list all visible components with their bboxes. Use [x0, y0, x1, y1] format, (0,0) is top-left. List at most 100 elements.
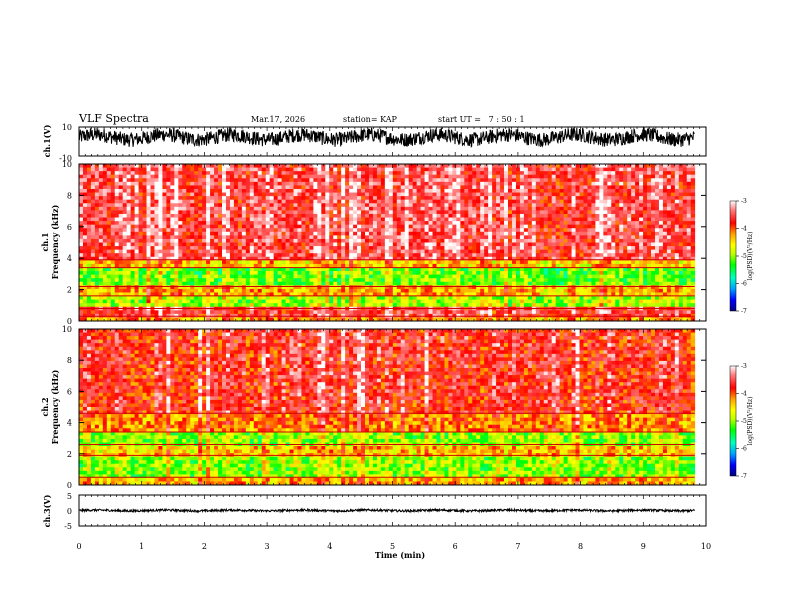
ch1-spectro-cell [261, 206, 267, 211]
ch1-spectro-cell [194, 267, 199, 272]
ch1-spectro-cell [452, 192, 457, 197]
ch1-spectro-cell [245, 260, 251, 265]
ch1-spectro-cell [126, 217, 132, 222]
ch1-spectro-cell [488, 310, 493, 315]
ch1-spectro-cell [277, 192, 282, 197]
ch1-spectro-cell [82, 203, 88, 208]
ch1-spectro-cell [265, 281, 271, 286]
ch1-spectro-cell [229, 285, 235, 290]
ch1-spectro-cell [480, 260, 485, 265]
ch1-spectro-cell [361, 310, 366, 315]
ch1-spectro-cell [440, 235, 445, 240]
ch1-spectro-cell [301, 174, 306, 179]
ch1-spectro-cell [102, 167, 108, 172]
ch1-spectro-cell [206, 178, 211, 183]
ch1-spectro-cell [436, 181, 441, 186]
ch1-spectro-cell [79, 213, 84, 218]
ch1-spectro-cell [245, 281, 251, 286]
ch1-spectro-cell [313, 185, 318, 190]
ch1-spectro-cell [110, 206, 116, 211]
ch1-spectro-cell [162, 299, 167, 304]
ch1-spectro-cell [174, 196, 179, 201]
ch1-spectro-cell [345, 292, 350, 297]
ch1-spectro-cell [206, 249, 211, 254]
ch1-spectro-cell [361, 228, 366, 233]
ch1-spectro-cell [345, 253, 350, 258]
ch1-spectro-cell [325, 242, 330, 247]
ch1-spectro-cell [496, 242, 501, 247]
ch1-spectro-cell [325, 174, 330, 179]
ch1-spectro-cell [515, 288, 521, 293]
ch1-spectro-cell [380, 192, 386, 197]
ch1-spectro-cell [233, 178, 239, 183]
ch1-spectro-cell [253, 246, 259, 251]
ch1-spectro-cell [98, 196, 104, 201]
ch1-spectro-cell [523, 196, 529, 201]
ch1-spectro-cell [519, 278, 525, 283]
ch1-spectro-cell [110, 224, 116, 229]
ch1-spectro-cell [519, 231, 525, 236]
ch1-spectro-cell [357, 253, 362, 258]
ch1-spectro-cell [456, 310, 461, 315]
ch1-spectro-cell [396, 210, 402, 215]
ch1-spectro-cell [416, 260, 422, 265]
ch1-spectro-cell [361, 213, 366, 218]
ch1-spectro-cell [325, 221, 330, 226]
ch1-spectro-cell [281, 274, 286, 279]
ch1-spectro-cell [361, 199, 366, 204]
ch1-spectro-cell [488, 256, 493, 261]
ch1-spectro-cell [496, 217, 501, 222]
ch1-spectro-cell [229, 271, 235, 276]
ch1-spectro-cell [365, 281, 370, 286]
ch1-spectro-cell [186, 210, 191, 215]
ch1-spectro-cell [380, 253, 386, 258]
ch1-spectro-cell [484, 174, 489, 179]
ch1-spectro-cell [301, 224, 306, 229]
ch1-spectro-cell [265, 238, 271, 243]
ch1-spectro-cell [388, 185, 394, 190]
ch1-spectro-cell [349, 274, 354, 279]
ch1-spectro-cell [440, 310, 445, 315]
ch1-spectro-cell [329, 210, 334, 215]
ch1-spectro-cell [206, 278, 211, 283]
ch1-spectro-cell [452, 256, 457, 261]
ch1-spectro-cell [198, 210, 203, 215]
ch1-spectro-cell [174, 263, 179, 268]
ch1-spectro-cell [297, 267, 302, 272]
ch1-spectro-cell [222, 267, 227, 272]
ch1-spectro-cell [452, 164, 457, 168]
ch1-spectro-cell [194, 221, 199, 226]
ch1-spectro-cell [341, 196, 346, 201]
ch1-spectro-cell [190, 171, 195, 176]
ch1-spectro-cell [241, 299, 247, 304]
ch1-spectro-cell [337, 249, 342, 254]
ch1-spectro-cell [420, 260, 425, 265]
ch1-spectro-cell [368, 260, 374, 265]
ch1-spectro-cell [500, 246, 505, 251]
ch1-spectro-cell [162, 178, 167, 183]
ch1-spectro-cell [253, 292, 259, 297]
ch1-spectro-cell [210, 303, 215, 308]
ch1-spectro-cell [345, 278, 350, 283]
ch1-spectro-cell [313, 296, 318, 300]
ch1-spectro-cell [400, 317, 406, 322]
ch1-spectro-cell [468, 224, 473, 229]
ch1-spectro-cell [416, 246, 422, 251]
ch1-spectro-cell [90, 203, 96, 208]
ch1-spectro-cell [345, 217, 350, 222]
ch1-spectro-cell [198, 310, 203, 315]
ch1-spectro-cell [349, 317, 354, 322]
ch1-spectro-cell [102, 256, 108, 261]
ch1-spectro-cell [341, 228, 346, 233]
ch1-spectro-cell [329, 278, 334, 283]
ch1-spectro-cell [130, 178, 136, 183]
ch1-spectro-cell [229, 278, 235, 283]
ch1-spectro-cell [222, 249, 227, 254]
ch1-spectro-cell [388, 303, 394, 308]
ch1-spectro-cell [206, 317, 211, 322]
ch1-spectro-cell [130, 171, 136, 176]
ch1-spectro-cell [269, 174, 275, 179]
ch1-spectro-cell [519, 263, 525, 268]
ch1-spectro-cell [122, 231, 128, 236]
ch1-spectro-cell [428, 288, 433, 293]
